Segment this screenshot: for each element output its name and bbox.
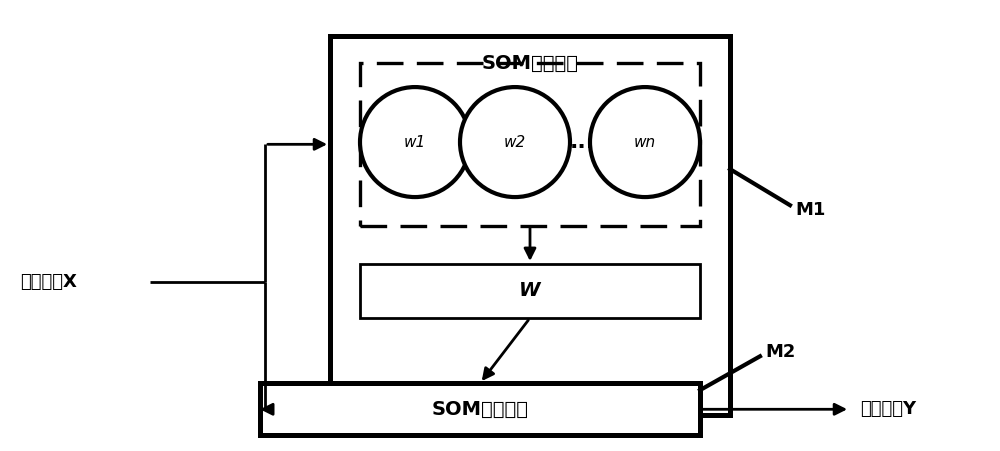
Text: w2: w2 [504, 134, 526, 150]
Bar [260, 383, 700, 435]
Text: M2: M2 [765, 343, 795, 361]
Text: SOM量化模块: SOM量化模块 [432, 400, 528, 419]
Bar [330, 36, 730, 415]
Bar [360, 264, 700, 318]
Text: ...: ... [569, 132, 595, 152]
Ellipse shape [460, 87, 570, 197]
Text: M1: M1 [795, 201, 825, 219]
Text: W: W [519, 281, 541, 300]
Ellipse shape [590, 87, 700, 197]
Bar [360, 63, 700, 226]
Text: SOM训练模块: SOM训练模块 [482, 54, 578, 73]
Ellipse shape [360, 87, 470, 197]
Text: w1: w1 [404, 134, 426, 150]
Text: 量化信号Y: 量化信号Y [860, 400, 916, 418]
Text: wn: wn [634, 134, 656, 150]
Text: 输入信号X: 输入信号X [20, 273, 77, 291]
